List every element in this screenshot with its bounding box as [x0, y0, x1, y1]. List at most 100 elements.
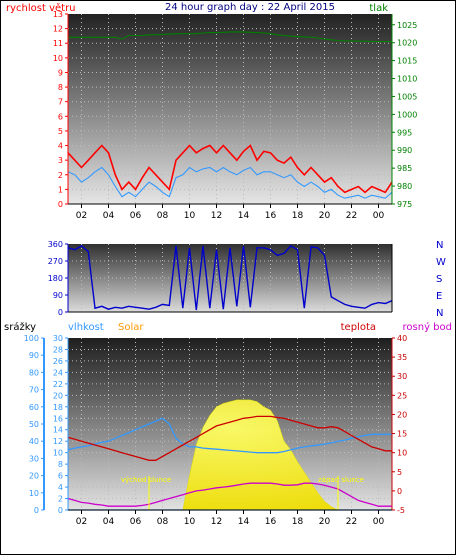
y-tick-label: 990 [397, 146, 412, 155]
humidity-axis-title: vlhkost [68, 322, 104, 333]
x-tick-label: 00 [373, 211, 385, 221]
compass-label: W [436, 257, 446, 268]
series-temperature [67, 415, 392, 461]
y-tick-label: 11 [53, 39, 63, 48]
y-tick-label: 4 [58, 142, 63, 151]
wind-pressure-series [67, 31, 393, 199]
y-tick-label: 1 [58, 185, 63, 194]
y-tick-label: 0 [58, 200, 63, 209]
x-tick-label: 02 [76, 517, 87, 527]
series-direction [67, 245, 393, 311]
y-tick-label: 50 [29, 420, 39, 429]
compass-label: E [436, 291, 442, 302]
y-tick-label: 9 [58, 68, 63, 77]
y-tick-label: 28 [53, 345, 63, 354]
x-tick-label: 22 [346, 211, 357, 221]
y-tick-label: 20 [29, 472, 39, 481]
x-tick-label: 22 [346, 517, 357, 527]
y-tick-label: 5 [397, 468, 402, 477]
y-tick-label: 1015 [397, 57, 417, 66]
y-tick-label: -5 [397, 506, 405, 515]
x-tick-label: 02 [76, 211, 87, 221]
x-tick-label: 08 [157, 517, 169, 527]
series-pressure [68, 31, 392, 43]
y-tick-label: 1005 [397, 92, 417, 101]
y-tick-label: 1010 [397, 75, 417, 84]
y-tick-label: 90 [53, 291, 63, 300]
series-gust [67, 144, 393, 194]
y-tick-label: 360 [48, 240, 63, 249]
y-tick-label: 0 [58, 506, 63, 515]
x-tick-label: 14 [238, 211, 250, 221]
y-tick-label: 10 [397, 449, 407, 458]
y-tick-label: 16 [53, 414, 63, 423]
y-tick-label: 15 [397, 430, 407, 439]
y-tick-label: 2 [58, 171, 63, 180]
y-tick-label: 180 [48, 274, 63, 283]
compass-label: N [436, 240, 443, 251]
x-tick-label: 06 [130, 211, 142, 221]
series-average [67, 166, 393, 199]
x-tick-label: 20 [319, 211, 331, 221]
y-tick-label: 40 [29, 437, 39, 446]
pressure-axis-title: tlak [369, 3, 388, 14]
y-tick-label: 8 [58, 83, 63, 92]
y-tick-label: 24 [53, 368, 63, 377]
y-tick-label: 30 [397, 372, 407, 381]
wind-direction-series [67, 245, 393, 311]
chart-title: 24 hour graph day : 22 April 2015 [165, 2, 335, 13]
wind-pressure-plot-area [68, 14, 392, 204]
y-tick-label: 1025 [397, 21, 417, 30]
x-tick-label: 12 [211, 517, 222, 527]
x-tick-label: 12 [211, 211, 222, 221]
x-tick-label: 06 [130, 517, 142, 527]
sunrise-label: východ slunce [121, 476, 171, 484]
y-tick-label: 980 [397, 182, 412, 191]
y-tick-label: 1000 [397, 110, 417, 119]
x-tick-label: 04 [103, 517, 115, 527]
sunset-label: západ slunce [318, 476, 364, 484]
y-tick-label: 3 [58, 156, 63, 165]
y-tick-label: 10 [53, 54, 63, 63]
y-tick-label: 26 [53, 357, 63, 366]
y-tick-label: 1020 [397, 39, 417, 48]
rain-axis-title: srážky [4, 321, 36, 333]
y-tick-label: 0 [34, 506, 39, 515]
y-tick-label: 40 [397, 334, 407, 343]
x-tick-label: 16 [265, 517, 277, 527]
x-tick-label: 16 [265, 211, 277, 221]
y-tick-label: 90 [29, 351, 39, 360]
y-tick-label: 25 [397, 391, 407, 400]
dewpoint-axis-title: rosný bod [403, 321, 452, 333]
series-humidity [67, 417, 392, 454]
wind-pressure-axes: 0123456789101112139759809859909951000100… [53, 10, 418, 221]
wind-axis-title: rychlost větru [6, 2, 76, 14]
y-tick-label: 80 [29, 368, 39, 377]
y-tick-label: 20 [53, 391, 63, 400]
temperature-humidity-grid [68, 338, 392, 510]
y-tick-label: 4 [58, 483, 63, 492]
y-tick-label: 100 [24, 334, 39, 343]
y-tick-label: 10 [29, 489, 39, 498]
y-tick-label: 10 [53, 449, 63, 458]
y-tick-label: 995 [397, 128, 412, 137]
x-tick-label: 18 [292, 517, 304, 527]
y-tick-label: 975 [397, 200, 412, 209]
y-tick-label: 270 [48, 257, 63, 266]
y-tick-label: 70 [29, 386, 39, 395]
y-tick-label: 5 [58, 127, 63, 136]
y-tick-label: 18 [53, 403, 63, 412]
y-tick-label: 0 [58, 308, 63, 317]
compass-label: N [436, 308, 443, 319]
y-tick-label: 8 [58, 460, 63, 469]
x-tick-label: 18 [292, 211, 304, 221]
y-tick-label: 13 [53, 10, 63, 19]
temperature-axis-title: teplota [341, 322, 376, 333]
y-tick-label: 985 [397, 164, 412, 173]
compass-label: S [436, 274, 442, 285]
y-tick-label: 12 [53, 25, 63, 34]
y-tick-label: 35 [397, 353, 407, 362]
